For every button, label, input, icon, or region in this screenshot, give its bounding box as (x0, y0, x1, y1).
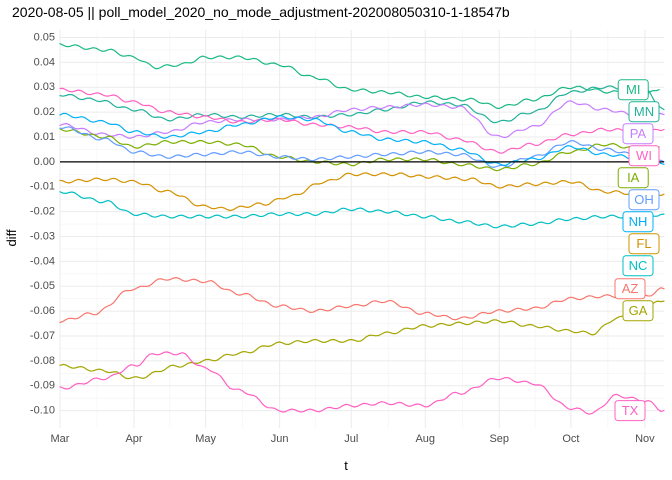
x-tick-label: Sep (489, 433, 509, 445)
x-tick-label: Nov (635, 433, 655, 445)
y-tick-label: 0.04 (34, 56, 55, 68)
label-box (628, 233, 660, 255)
x-axis-ticks: Mar Apr May Jun Jul Aug Sep Oct Nov (51, 433, 656, 445)
x-tick-label: Apr (125, 433, 142, 445)
series-line-mn (59, 85, 665, 124)
series-line-fl (59, 172, 665, 212)
series-label-pa: PA (622, 123, 654, 145)
y-tick-label: -0.06 (30, 305, 55, 317)
x-tick-label: Aug (415, 433, 435, 445)
series-line-ga (59, 300, 665, 380)
label-box (622, 300, 654, 322)
y-tick-label: -0.10 (30, 405, 55, 417)
label-box (614, 400, 646, 422)
y-axis-title: diff (4, 229, 19, 246)
series-line-nh (59, 112, 665, 166)
label-text: FL (636, 236, 651, 251)
label-box (622, 255, 654, 277)
x-axis-title: t (344, 458, 348, 473)
chart-title: 2020-08-05 || poll_model_2020_no_mode_ad… (12, 4, 510, 20)
label-text: WI (636, 148, 652, 163)
label-box (614, 278, 646, 300)
label-box (617, 79, 649, 101)
series-label-ga: GA (622, 300, 654, 322)
x-tick-label: Mar (51, 433, 70, 445)
series-label-oh: OH (628, 189, 660, 211)
label-box (622, 123, 654, 145)
label-text: MI (626, 82, 640, 97)
y-tick-label: 0.03 (34, 81, 55, 93)
series-label-mi: MI (617, 79, 649, 101)
label-text: PA (630, 126, 647, 141)
label-box (628, 145, 660, 167)
label-box (617, 167, 649, 189)
series-label-nh: NH (622, 211, 654, 233)
series-line-az (59, 277, 665, 324)
series-label-tx: TX (614, 400, 646, 422)
series-line-tx (59, 351, 665, 415)
label-text: IA (627, 170, 640, 185)
series-label-az: AZ (614, 278, 646, 300)
series-line-nc (59, 191, 665, 229)
label-box (628, 101, 660, 123)
x-tick-label: Oct (562, 433, 579, 445)
label-box (622, 211, 654, 233)
y-tick-label: 0.00 (34, 156, 55, 168)
label-text: TX (622, 403, 639, 418)
x-tick-label: May (195, 433, 216, 445)
x-tick-label: Jun (271, 433, 289, 445)
y-tick-label: -0.01 (30, 181, 55, 193)
y-tick-label: -0.04 (30, 255, 55, 267)
label-text: AZ (622, 281, 639, 296)
series-label-nc: NC (622, 255, 654, 277)
y-axis-ticks: 0.05 0.04 0.03 0.02 0.01 0.00 -0.01 -0.02 -0.03 -… (30, 31, 55, 416)
series-label-wi: WI (628, 145, 660, 167)
y-tick-label: -0.09 (30, 380, 55, 392)
series-labels: MI MN PA WI IA OH NH FL NC AZ GA TX (614, 79, 660, 422)
series-lines (59, 43, 665, 415)
y-tick-label: 0.05 (34, 31, 55, 43)
series-label-fl: FL (628, 233, 660, 255)
label-text: OH (634, 192, 654, 207)
label-text: MN (634, 104, 654, 119)
y-tick-label: -0.08 (30, 355, 55, 367)
y-tick-label: 0.02 (34, 106, 55, 118)
y-tick-label: 0.01 (34, 131, 55, 143)
y-tick-label: -0.02 (30, 206, 55, 218)
series-line-mi (59, 43, 660, 110)
y-tick-label: -0.07 (30, 330, 55, 342)
y-tick-label: -0.03 (30, 230, 55, 242)
series-line-wi (59, 87, 665, 154)
label-box (628, 189, 660, 211)
grid (59, 30, 664, 428)
label-text: GA (629, 303, 648, 318)
series-line-oh (59, 126, 665, 168)
label-text: NH (629, 214, 648, 229)
y-tick-label: -0.05 (30, 280, 55, 292)
series-line-pa (59, 100, 665, 139)
label-text: NC (629, 258, 648, 273)
series-label-mn: MN (628, 101, 660, 123)
x-tick-label: Jul (344, 433, 358, 445)
series-label-ia: IA (617, 167, 649, 189)
